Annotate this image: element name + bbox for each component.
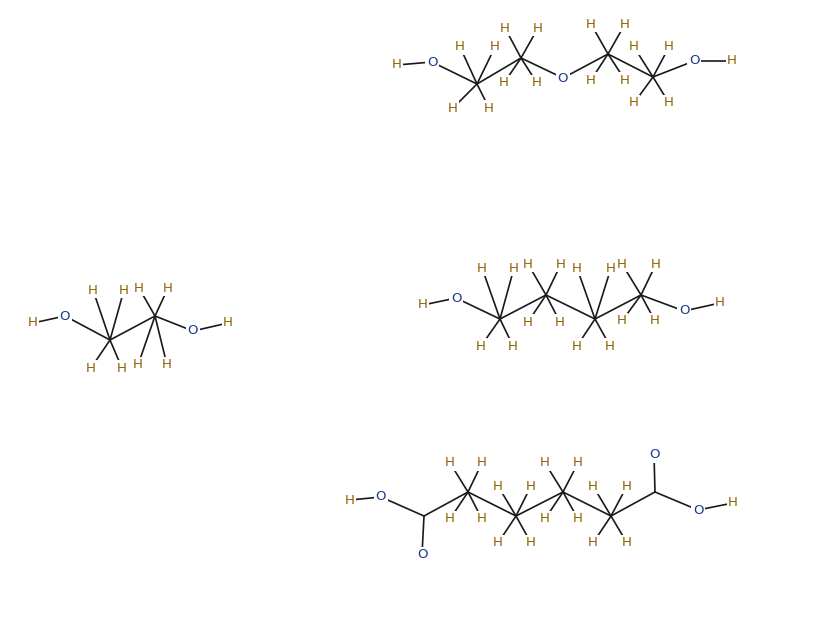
Text: H: H xyxy=(629,96,639,109)
Text: H: H xyxy=(445,457,455,470)
Text: H: H xyxy=(134,282,144,294)
Text: H: H xyxy=(605,340,615,353)
Text: H: H xyxy=(650,315,660,328)
Text: H: H xyxy=(523,315,533,328)
Text: H: H xyxy=(586,17,596,30)
Text: H: H xyxy=(477,261,487,274)
Text: O: O xyxy=(693,503,703,516)
Text: H: H xyxy=(620,73,630,86)
Text: H: H xyxy=(523,258,533,271)
Text: H: H xyxy=(573,457,583,470)
Text: H: H xyxy=(88,284,98,297)
Text: H: H xyxy=(509,261,519,274)
Text: H: H xyxy=(622,537,632,549)
Text: H: H xyxy=(664,96,674,109)
Text: O: O xyxy=(375,491,386,503)
Text: H: H xyxy=(532,77,542,90)
Text: H: H xyxy=(28,317,38,330)
Text: H: H xyxy=(508,340,518,353)
Text: H: H xyxy=(586,73,596,86)
Text: H: H xyxy=(573,513,583,526)
Text: O: O xyxy=(417,549,428,562)
Text: O: O xyxy=(558,72,568,85)
Text: H: H xyxy=(727,55,737,68)
Text: H: H xyxy=(728,496,738,509)
Text: H: H xyxy=(448,101,458,114)
Text: H: H xyxy=(418,299,428,312)
Text: H: H xyxy=(617,315,627,328)
Text: H: H xyxy=(392,58,402,72)
Text: H: H xyxy=(86,361,96,374)
Text: H: H xyxy=(540,513,550,526)
Text: H: H xyxy=(620,17,630,30)
Text: H: H xyxy=(484,101,494,114)
Text: H: H xyxy=(526,537,536,549)
Text: H: H xyxy=(651,258,661,271)
Text: H: H xyxy=(455,40,465,53)
Text: O: O xyxy=(679,305,690,317)
Text: H: H xyxy=(526,480,536,493)
Text: H: H xyxy=(556,258,566,271)
Text: H: H xyxy=(533,22,543,34)
Text: O: O xyxy=(648,448,659,462)
Text: H: H xyxy=(119,284,129,297)
Text: H: H xyxy=(540,457,550,470)
Text: H: H xyxy=(476,340,486,353)
Text: O: O xyxy=(427,55,438,68)
Text: H: H xyxy=(617,258,627,271)
Text: H: H xyxy=(500,22,510,34)
Text: H: H xyxy=(477,457,487,470)
Text: H: H xyxy=(588,480,598,493)
Text: H: H xyxy=(445,513,455,526)
Text: O: O xyxy=(60,310,71,322)
Text: H: H xyxy=(572,261,582,274)
Text: H: H xyxy=(555,315,565,328)
Text: H: H xyxy=(622,480,632,493)
Text: H: H xyxy=(629,40,639,53)
Text: H: H xyxy=(715,297,725,310)
Text: H: H xyxy=(499,77,509,90)
Text: H: H xyxy=(223,317,233,330)
Text: H: H xyxy=(490,40,500,53)
Text: O: O xyxy=(689,55,699,68)
Text: O: O xyxy=(451,292,461,305)
Text: H: H xyxy=(664,40,674,53)
Text: H: H xyxy=(477,513,487,526)
Text: H: H xyxy=(493,480,503,493)
Text: O: O xyxy=(188,325,198,338)
Text: H: H xyxy=(133,358,143,371)
Text: H: H xyxy=(606,261,616,274)
Text: H: H xyxy=(163,282,173,294)
Text: H: H xyxy=(588,537,598,549)
Text: H: H xyxy=(572,340,582,353)
Text: H: H xyxy=(162,358,172,371)
Text: H: H xyxy=(117,361,127,374)
Text: H: H xyxy=(345,493,355,506)
Text: H: H xyxy=(493,537,503,549)
